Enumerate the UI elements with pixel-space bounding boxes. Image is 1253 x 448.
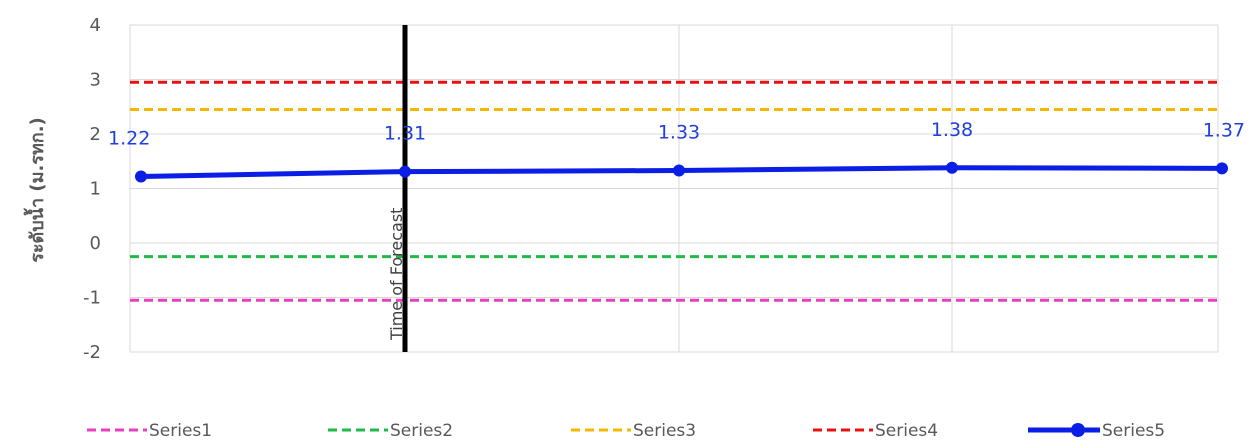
y-tick-label: -1 xyxy=(83,288,101,309)
legend: Series1 Series2 Series3 Series4 Series5 xyxy=(87,421,1165,441)
series5-point xyxy=(946,161,958,174)
y-tick-label: -2 xyxy=(83,342,101,363)
legend-label-series5: Series5 xyxy=(1102,421,1165,441)
forecast-marker: Time of Forecast xyxy=(387,25,408,352)
y-tick-label: 2 xyxy=(90,124,101,145)
series5-data-label: 1.37 xyxy=(1203,119,1245,141)
legend-label-series4: Series4 xyxy=(875,421,938,441)
legend-label-series2: Series2 xyxy=(390,421,453,441)
legend-label-series3: Series3 xyxy=(633,421,696,441)
series5-data-label: 1.33 xyxy=(658,122,700,144)
series5-point xyxy=(673,164,685,177)
forecast-label: Time of Forecast xyxy=(387,208,406,341)
y-tick-label: 1 xyxy=(90,179,101,200)
series5-data-label: 1.22 xyxy=(108,128,150,150)
series5-data-label: 1.38 xyxy=(931,119,973,141)
y-tick-label: 0 xyxy=(90,233,101,254)
legend-label-series1: Series1 xyxy=(149,421,212,441)
y-tick-label: 3 xyxy=(90,70,101,91)
grid-lines xyxy=(129,24,1219,353)
threshold-lines xyxy=(130,80,1218,302)
series5-point xyxy=(399,165,411,178)
series5-line: 1.22 1.31 1.33 1.38 1.37 xyxy=(108,119,1245,183)
series5-point xyxy=(135,170,147,183)
legend-marker-series5 xyxy=(1071,423,1085,437)
series5-data-label: 1.31 xyxy=(384,123,426,145)
series5-point xyxy=(1216,162,1228,175)
y-axis-label: ระดับน้ำ (ม.รทก.) xyxy=(23,117,48,263)
y-axis-ticks: -2 -1 0 1 2 3 4 xyxy=(83,15,101,363)
y-tick-label: 4 xyxy=(90,15,101,36)
